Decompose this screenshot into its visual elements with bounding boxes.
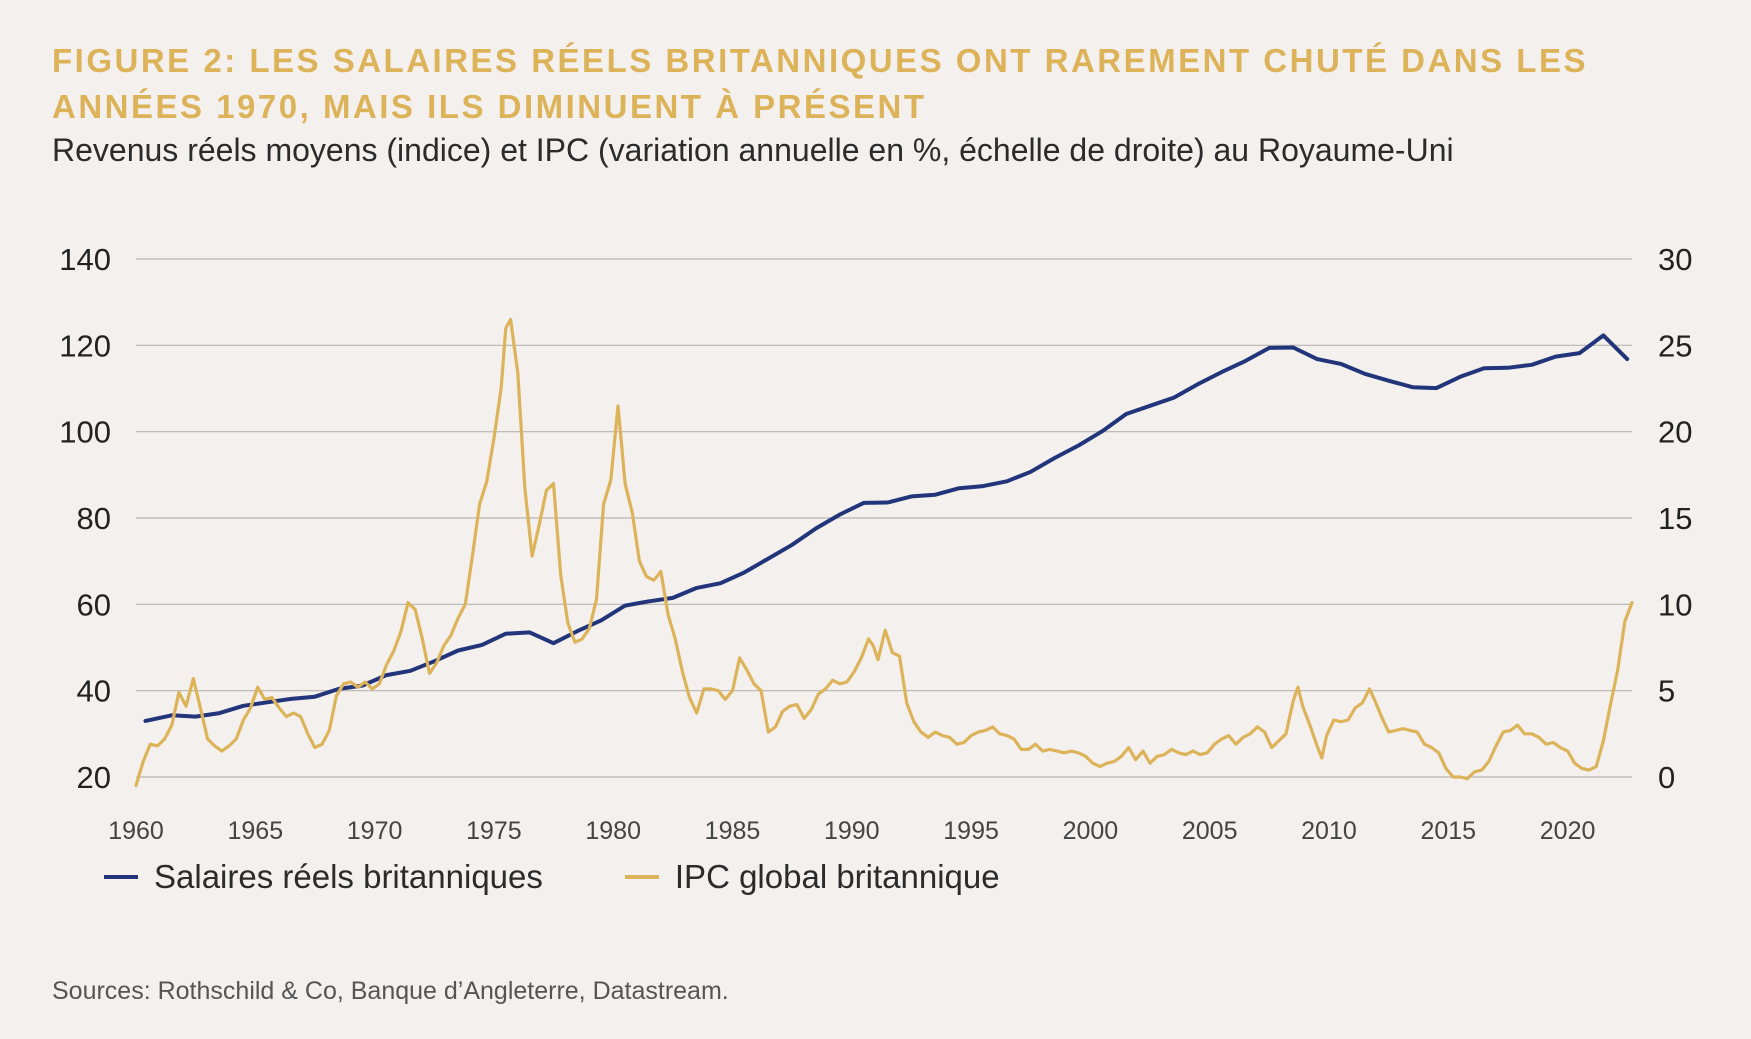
x-tick: 2005	[1182, 817, 1238, 845]
y-tick-right: 20	[1658, 415, 1692, 450]
wages-line	[143, 333, 1630, 723]
legend-swatch-cpi	[624, 875, 659, 879]
y-tick-left: 40	[77, 674, 111, 709]
y-tick-left: 60	[77, 587, 111, 622]
line-chart: 20 40 60 80 100 120 140 0 5 10 15 20 25 30 1960 1965 197…	[59, 242, 1692, 845]
y-tick-right: 30	[1658, 242, 1692, 277]
y-tick-left: 100	[59, 415, 111, 450]
source-note: Sources: Rothschild & Co, Banque d’Angle…	[52, 977, 729, 1005]
legend-item-cpi[interactable]: IPC global britannique	[624, 858, 1000, 896]
x-tick: 1980	[585, 817, 641, 845]
y-tick-right: 5	[1658, 674, 1675, 709]
y-tick-right: 15	[1658, 501, 1692, 536]
x-tick: 1965	[227, 817, 283, 845]
chart-subtitle: Revenus réels moyens (indice) et IPC (va…	[52, 132, 1454, 168]
legend-label-cpi: IPC global britannique	[674, 858, 1000, 895]
x-tick: 1960	[108, 817, 164, 845]
y-tick-right: 25	[1658, 328, 1692, 363]
x-tick: 1995	[943, 817, 999, 845]
y-tick-left: 20	[77, 760, 111, 795]
x-tick: 2000	[1063, 817, 1119, 845]
x-tick: 1970	[347, 817, 403, 845]
x-tick: 1985	[705, 817, 761, 845]
x-tick: 2020	[1540, 817, 1596, 845]
cpi-line	[134, 317, 1634, 788]
y-tick-left: 120	[59, 328, 111, 363]
x-tick: 1975	[466, 817, 522, 845]
y-tick-right: 10	[1658, 587, 1692, 622]
legend-item-wages[interactable]: Salaires réels britanniques	[104, 858, 543, 896]
y-tick-left: 80	[77, 501, 111, 536]
y-tick-right: 0	[1658, 760, 1675, 795]
chart-legend: Salaires réels britanniques IPC global b…	[104, 858, 1082, 896]
legend-swatch-wages	[104, 875, 138, 879]
x-tick: 2010	[1301, 817, 1357, 845]
x-tick: 2015	[1420, 817, 1476, 845]
y-tick-left: 140	[59, 242, 111, 277]
x-tick: 1990	[824, 817, 880, 845]
chart-title: FIGURE 2: LES SALAIRES RÉELS BRITANNIQUE…	[52, 42, 1588, 125]
legend-label-wages: Salaires réels britanniques	[154, 858, 543, 895]
